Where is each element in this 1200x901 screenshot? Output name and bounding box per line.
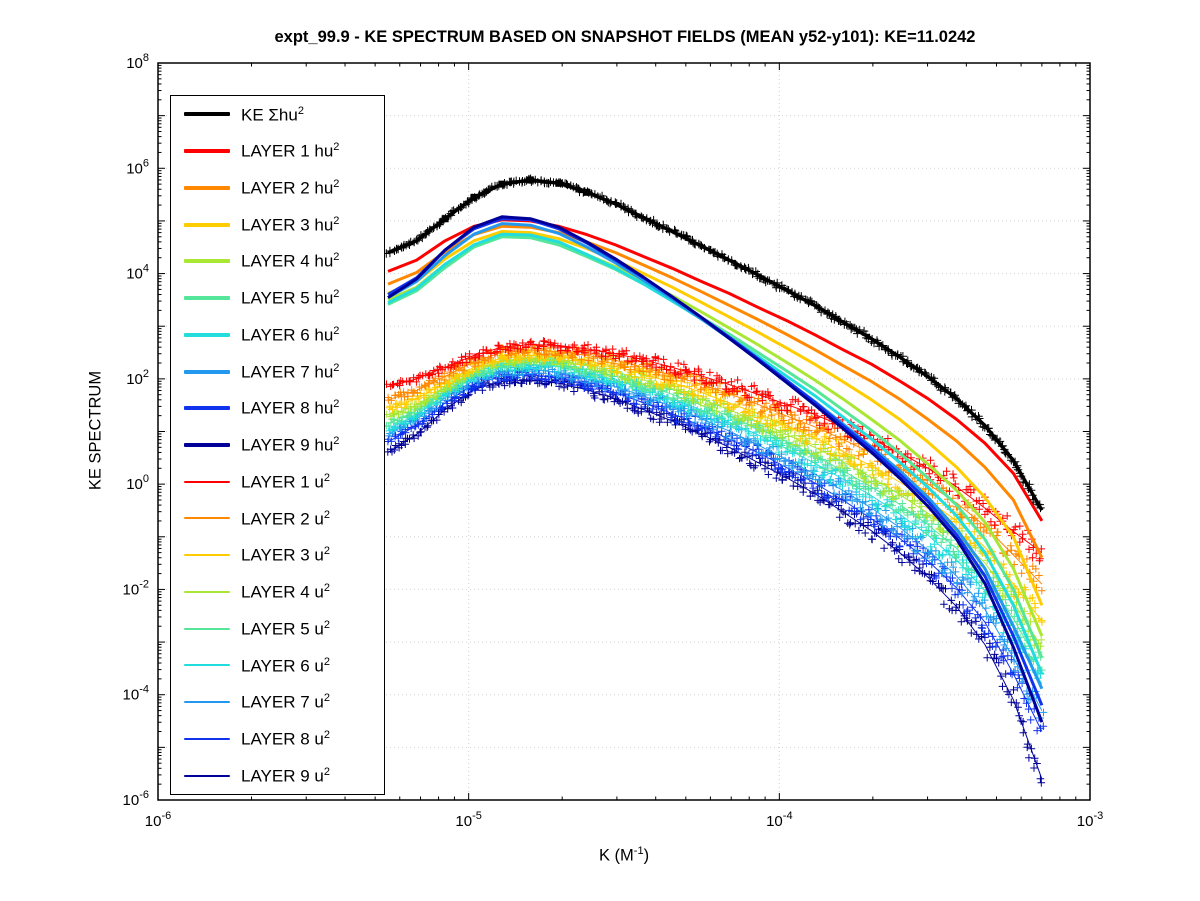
legend-label: LAYER 2 hu2 — [241, 178, 340, 198]
legend-label: LAYER 5 u2 — [241, 618, 330, 639]
x-axis-label: K (M-1) — [598, 845, 650, 865]
legend-line-sample — [184, 701, 230, 704]
legend-line-sample — [184, 737, 230, 740]
legend-label: LAYER 1 hu2 — [241, 141, 340, 161]
legend-item: LAYER 4 u2 — [171, 583, 384, 601]
legend-label: LAYER 8 hu2 — [241, 398, 340, 419]
legend-line-sample — [184, 590, 230, 593]
legend-label: LAYER 6 hu2 — [241, 324, 340, 345]
legend-line-sample — [184, 296, 230, 301]
tick-label: 10-3 — [1077, 810, 1103, 830]
legend-label: LAYER 2 u2 — [241, 508, 330, 529]
legend-item: LAYER 1 u2 — [171, 471, 384, 492]
legend-label: LAYER 6 u2 — [241, 655, 330, 676]
legend-item: LAYER 6 u2 — [171, 655, 384, 676]
series-markers-layer-1-u-2 — [382, 337, 1046, 565]
tick-label: 10-2 — [123, 578, 149, 598]
legend-label: LAYER 3 u2 — [241, 545, 330, 565]
legend-item: LAYER 5 u2 — [171, 618, 384, 639]
legend-line-sample — [184, 112, 230, 117]
tick-label: 10-5 — [455, 810, 481, 830]
ke-square-marker — [498, 180, 506, 188]
tick-label: 10-6 — [145, 810, 171, 830]
tick-label: 10-4 — [766, 810, 792, 830]
series-line-ke-total — [387, 178, 1044, 512]
legend-item: LAYER 9 u2 — [171, 765, 384, 786]
legend-line-sample — [184, 554, 230, 557]
series-line-layer-9-hu-2 — [387, 215, 1044, 723]
ke-square-marker — [441, 215, 449, 223]
legend-item: LAYER 2 hu2 — [171, 179, 384, 197]
legend-line-sample — [184, 369, 230, 374]
legend-label: LAYER 4 u2 — [241, 582, 330, 602]
legend-item: LAYER 9 hu2 — [171, 436, 384, 454]
ke-square-marker — [583, 188, 591, 196]
legend-label: KE Σhu2 — [241, 104, 304, 125]
legend-label: LAYER 1 u2 — [241, 471, 330, 492]
legend-item: KE Σhu2 — [171, 104, 384, 125]
legend-item: LAYER 6 hu2 — [171, 324, 384, 345]
tick-label: 104 — [126, 263, 149, 283]
legend-item: LAYER 2 u2 — [171, 508, 384, 529]
legend-item: LAYER 5 hu2 — [171, 289, 384, 307]
legend-label: LAYER 4 hu2 — [241, 251, 340, 272]
legend-line-sample — [184, 627, 230, 630]
legend-item: LAYER 4 hu2 — [171, 252, 384, 270]
legend-label: LAYER 8 u2 — [241, 729, 330, 749]
legend-line-sample — [184, 517, 230, 520]
legend-line-sample — [184, 774, 230, 777]
legend-label: LAYER 9 hu2 — [241, 435, 340, 455]
legend-label: LAYER 9 u2 — [241, 765, 330, 786]
chart-title: expt_99.9 - KE SPECTRUM BASED ON SNAPSHO… — [274, 28, 976, 46]
ke-square-marker — [526, 176, 534, 184]
legend-line-sample — [184, 222, 230, 227]
y-axis-label: KE SPECTRUM — [86, 370, 105, 491]
legend-item: LAYER 7 hu2 — [171, 361, 384, 382]
ke-square-marker — [470, 193, 478, 201]
tick-label: 108 — [126, 52, 149, 72]
legend-item: LAYER 3 u2 — [171, 546, 384, 564]
legend-item: LAYER 8 hu2 — [171, 399, 384, 417]
ke-square-marker — [555, 179, 563, 187]
legend-label: LAYER 7 hu2 — [241, 361, 340, 382]
legend-label: LAYER 3 hu2 — [241, 214, 340, 235]
series-group — [382, 174, 1048, 787]
legend-label: LAYER 7 u2 — [241, 692, 330, 712]
legend-line-sample — [184, 480, 230, 483]
legend-line-sample — [184, 442, 230, 447]
tick-label: 102 — [126, 368, 149, 388]
series-line-layer-2-hu-2 — [387, 224, 1044, 559]
legend: KE Σhu2 LAYER 1 hu2 LAYER 2 hu2 LAYER 3 hu2… — [170, 95, 385, 795]
legend-line-sample — [184, 185, 230, 190]
tick-label: 100 — [126, 473, 149, 493]
legend-item: LAYER 7 u2 — [171, 693, 384, 711]
tick-label: 106 — [126, 157, 149, 177]
legend-label: LAYER 5 hu2 — [241, 288, 340, 308]
tick-label: 10-4 — [123, 684, 149, 704]
legend-line-sample — [184, 664, 230, 667]
legend-item: LAYER 8 u2 — [171, 730, 384, 748]
legend-line-sample — [184, 149, 230, 154]
series-line-layer-3-hu-2 — [387, 230, 1044, 606]
legend-line-sample — [184, 332, 230, 337]
legend-item: LAYER 1 hu2 — [171, 142, 384, 160]
legend-item: LAYER 3 hu2 — [171, 214, 384, 235]
legend-line-sample — [184, 406, 230, 411]
tick-label: 10-6 — [123, 789, 149, 809]
legend-line-sample — [184, 259, 230, 264]
